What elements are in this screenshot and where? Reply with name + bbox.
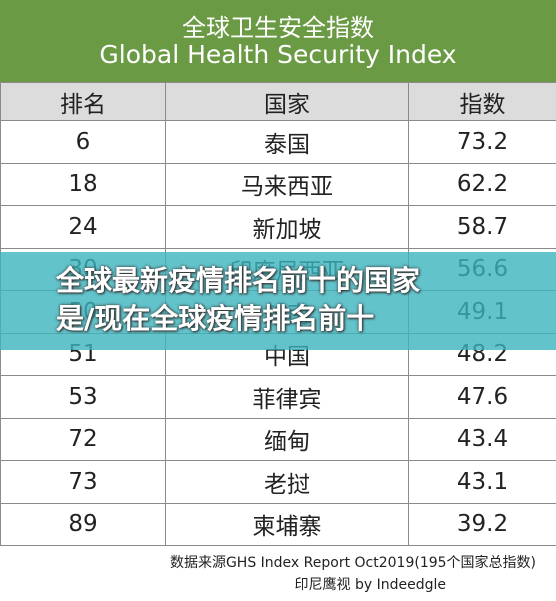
source: 数据来源GHS Index Report Oct2019(195个国家总指数) (169, 555, 536, 571)
cell: 柬埔寨 (165, 502, 409, 546)
column-header: 国家 (165, 82, 409, 121)
cell: 18 (0, 162, 166, 206)
cell: 73.2 (408, 120, 556, 164)
column-header: 指数 (408, 82, 556, 121)
title-zh: 全球卫生安全指数 (182, 14, 374, 42)
credit: 印尼鹰视 by Indeedgle (294, 577, 446, 593)
cell: 62.2 (408, 162, 556, 206)
title-en: Global Health Security Index (99, 40, 457, 69)
overlay-text: 是/现在全球疫情排名前十 (56, 302, 375, 335)
cell: 43.1 (408, 460, 556, 504)
cell: 72 (0, 417, 166, 461)
cell: 新加坡 (165, 205, 409, 249)
cell: 缅甸 (165, 417, 409, 461)
cell: 43.4 (408, 417, 556, 461)
overlay-banner: 全球最新疫情排名前十的国家 是/现在全球疫情排名前十 (0, 252, 556, 350)
table-row: 53 菲律宾 47.6 (0, 375, 556, 419)
cell: 泰国 (165, 120, 409, 164)
table-row: 6 泰国 73.2 (0, 120, 556, 164)
cell: 73 (0, 460, 166, 504)
cell: 马来西亚 (165, 162, 409, 206)
footer: 数据来源GHS Index Report Oct2019(195个国家总指数) … (0, 546, 556, 601)
header-row: 排名 国家 指数 (0, 82, 556, 121)
cell: 6 (0, 120, 166, 164)
cell: 39.2 (408, 502, 556, 546)
cell: 24 (0, 205, 166, 249)
cell: 菲律宾 (165, 375, 409, 419)
cell: 89 (0, 502, 166, 546)
table-row: 24 新加坡 58.7 (0, 205, 556, 249)
cell: 58.7 (408, 205, 556, 249)
table-row: 89 柬埔寨 39.2 (0, 502, 556, 546)
cell: 53 (0, 375, 166, 419)
table-row: 73 老挝 43.1 (0, 460, 556, 504)
cell: 47.6 (408, 375, 556, 419)
column-header: 排名 (0, 82, 166, 121)
header: 全球卫生安全指数 Global Health Security Index (0, 0, 556, 82)
cell: 老挝 (165, 460, 409, 504)
overlay-text: 全球最新疫情排名前十的国家 (56, 264, 421, 297)
table-row: 72 缅甸 43.4 (0, 417, 556, 461)
table-row: 18 马来西亚 62.2 (0, 162, 556, 206)
